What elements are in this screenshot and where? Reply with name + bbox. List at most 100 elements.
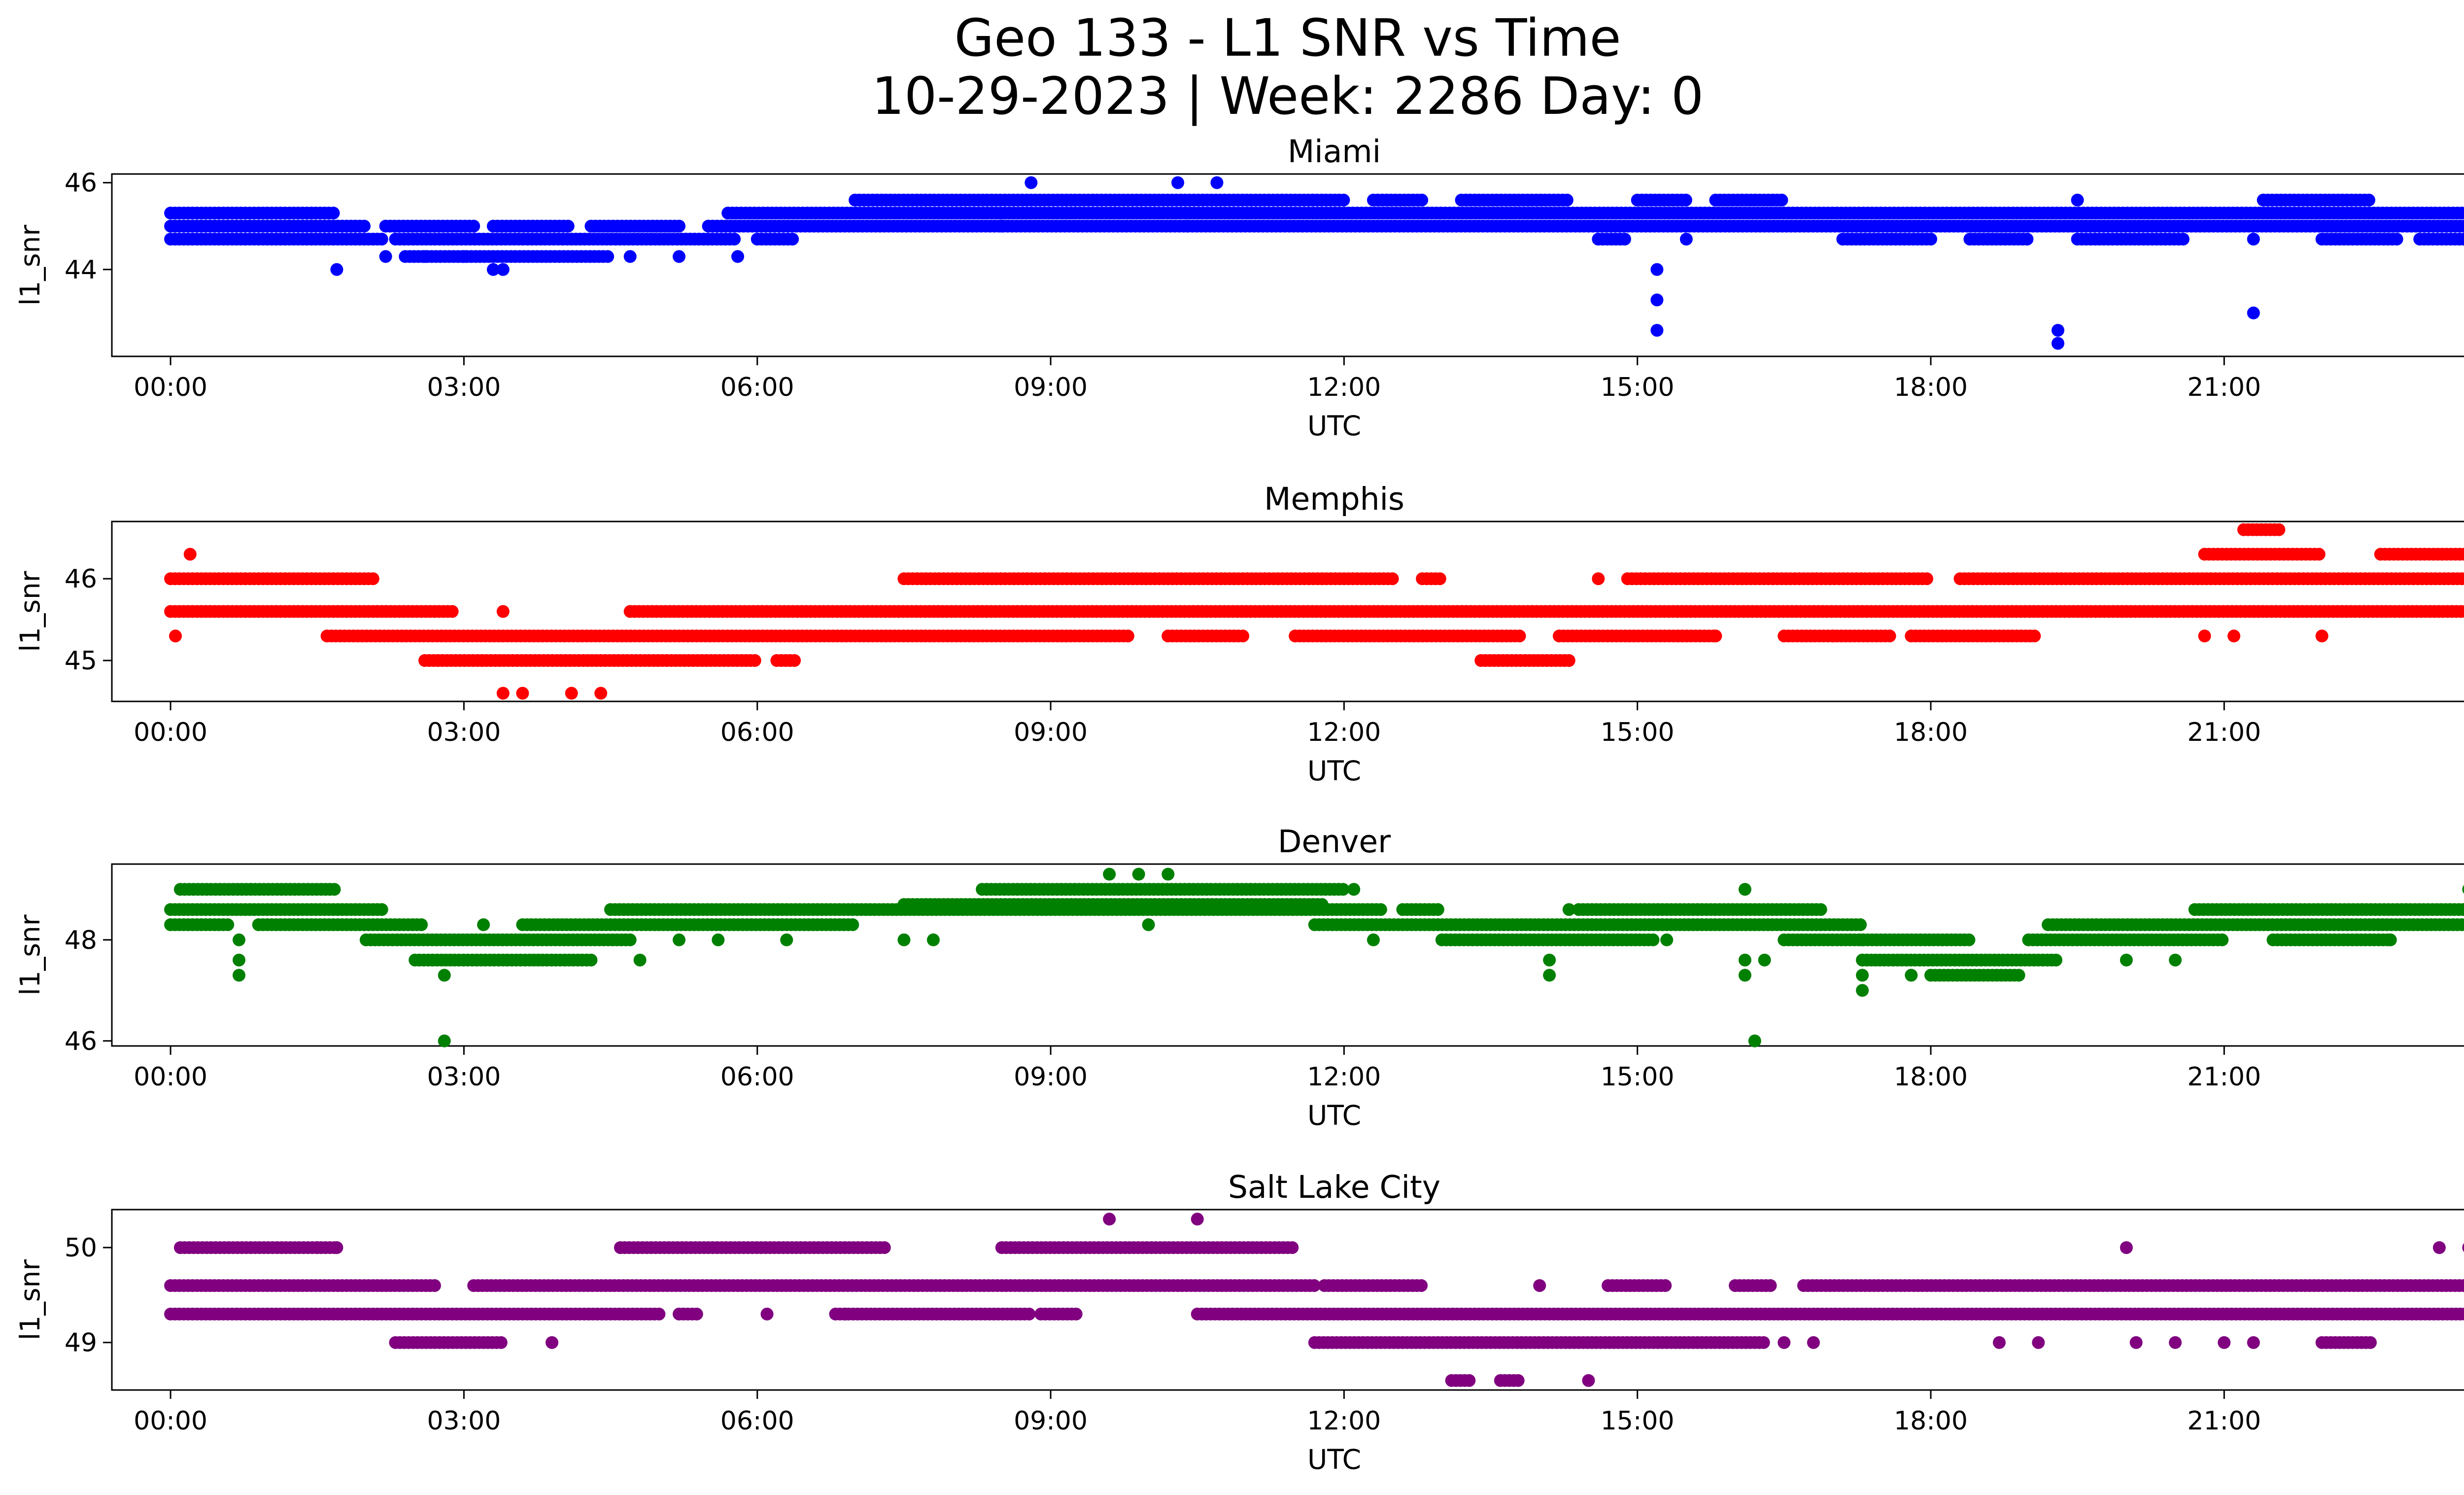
data-point: [584, 953, 598, 967]
data-point: [379, 250, 392, 263]
data-point: [183, 548, 197, 561]
x-tick-label: 06:00: [720, 1406, 794, 1436]
data-point: [601, 250, 615, 263]
data-point: [1415, 1279, 1428, 1292]
y-axis-label: l1_snr: [14, 571, 46, 652]
data-point: [2052, 337, 2064, 350]
data-point: [327, 207, 340, 220]
data-point: [1709, 629, 1722, 643]
data-point: [221, 918, 235, 931]
y-tick-label: 46: [65, 1027, 97, 1056]
data-point: [1236, 629, 1249, 643]
x-tick-label: 15:00: [1601, 718, 1675, 747]
data-point: [1883, 629, 1896, 643]
data-point: [2462, 550, 2464, 559]
data-point: [1856, 953, 1869, 967]
x-tick-label: 15:00: [1601, 373, 1675, 402]
data-point: [358, 219, 371, 233]
data-point: [1132, 868, 1145, 881]
x-tick-label: 00:00: [134, 718, 207, 747]
subplot-title: Memphis: [1264, 481, 1404, 517]
data-point: [652, 1307, 666, 1321]
data-point: [2247, 306, 2260, 319]
subplot-title: Miami: [1288, 134, 1381, 170]
x-tick-label: 18:00: [1894, 373, 1968, 402]
y-tick-label: 44: [65, 255, 97, 285]
data-point: [2458, 219, 2464, 233]
x-axis-label: UTC: [1307, 1100, 1361, 1131]
data-point: [1433, 572, 1446, 586]
data-point: [690, 1307, 703, 1321]
data-point: [2462, 234, 2464, 244]
data-point: [1543, 969, 1556, 982]
data-point: [897, 933, 911, 946]
x-axis-label: UTC: [1307, 410, 1361, 442]
data-point: [995, 219, 1008, 233]
data-point: [2012, 969, 2025, 982]
data-point: [1560, 193, 1574, 207]
data-point: [1513, 629, 1526, 643]
data-point: [457, 250, 471, 263]
x-tick-label: 21:00: [2187, 373, 2261, 402]
x-tick-label: 18:00: [1894, 718, 1968, 747]
data-point: [438, 969, 451, 982]
data-point: [2461, 904, 2464, 915]
data-point: [496, 687, 510, 700]
data-point: [2362, 193, 2375, 207]
data-point: [623, 250, 637, 263]
data-point: [1905, 969, 1918, 982]
data-point: [1748, 1034, 1761, 1047]
data-point: [594, 687, 608, 700]
x-tick-label: 21:00: [2187, 1406, 2261, 1436]
data-point: [1023, 1307, 1036, 1321]
data-point: [728, 233, 741, 246]
data-point: [2457, 233, 2464, 246]
data-point: [2460, 572, 2464, 585]
x-tick-label: 00:00: [134, 1406, 207, 1436]
x-tick-label: 21:00: [2187, 1062, 2261, 1092]
data-point: [1592, 572, 1605, 586]
y-tick-label: 49: [65, 1328, 97, 1358]
plot-frame: [111, 173, 2464, 357]
data-point: [1162, 868, 1175, 881]
data-point: [2458, 548, 2464, 561]
data-point: [1738, 953, 1751, 967]
data-point: [561, 219, 575, 233]
data-point: [1181, 219, 1194, 233]
data-point: [2028, 629, 2041, 643]
x-tick-label: 18:00: [1894, 1406, 1968, 1436]
data-point: [1431, 903, 1444, 916]
x-tick-label: 18:00: [1894, 1062, 1968, 1092]
data-point: [1386, 572, 1399, 586]
y-tick-label: 46: [65, 169, 97, 198]
data-point: [780, 933, 793, 946]
x-tick-label: 12:00: [1307, 718, 1381, 747]
data-point: [445, 605, 459, 618]
data-point: [731, 250, 744, 263]
data-point: [1650, 263, 1664, 276]
x-tick-label: 03:00: [427, 1406, 501, 1436]
data-point: [1758, 953, 1771, 967]
data-point: [2272, 523, 2286, 536]
data-point: [467, 219, 480, 233]
data-point: [1374, 903, 1387, 916]
y-tick-label: 45: [65, 646, 97, 676]
data-point: [1856, 984, 1869, 997]
data-point: [496, 605, 510, 618]
data-point: [712, 933, 725, 946]
data-point: [2390, 233, 2403, 246]
figure-title-line-1: Geo 133 - L1 SNR vs Time: [954, 8, 1621, 68]
data-point: [1856, 933, 1869, 946]
data-point: [2169, 953, 2182, 967]
subplot-title: Salt Lake City: [1228, 1169, 1440, 1205]
data-point: [1738, 883, 1751, 896]
data-point: [330, 263, 343, 276]
data-point: [2120, 953, 2133, 967]
x-tick-label: 09:00: [1014, 373, 1088, 402]
data-point: [2462, 221, 2464, 231]
data-point: [1764, 1279, 1777, 1292]
